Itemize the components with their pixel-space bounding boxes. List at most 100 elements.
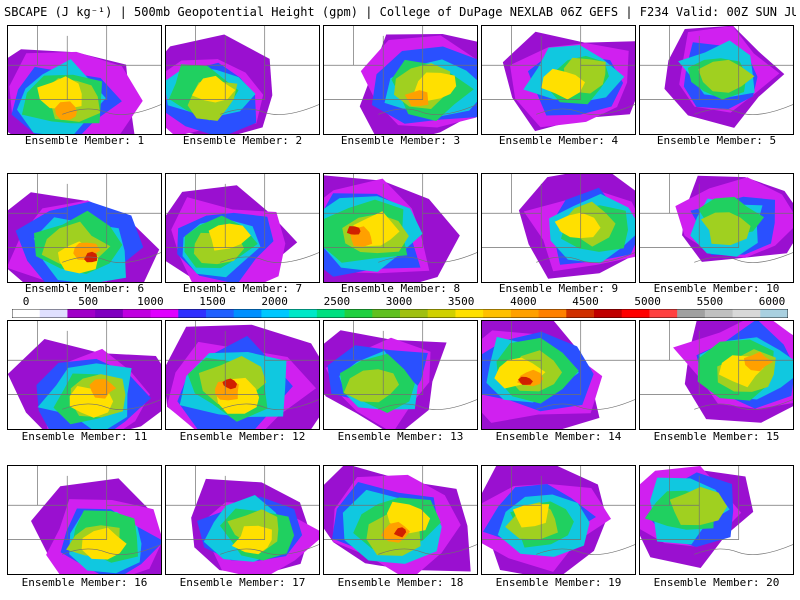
map-boundary-line: [324, 321, 424, 395]
map-boundary-line: [378, 544, 477, 555]
ensemble-member-map: [481, 25, 636, 135]
colorbar-tick-label: 1000: [137, 295, 164, 308]
cape-contour: [669, 486, 728, 526]
colorbar-swatch: [732, 309, 761, 318]
cape-contour: [541, 68, 586, 100]
colorbar-tick-label: 6000: [758, 295, 786, 308]
map-boundary-line: [62, 544, 161, 555]
map-boundary-line: [482, 466, 582, 540]
cape-contour: [518, 376, 533, 385]
map-boundary-line: [640, 330, 793, 395]
colorbar-swatch: [621, 309, 650, 318]
map-boundary-line: [694, 104, 793, 115]
map-boundary-line: [378, 104, 477, 115]
cape-contour: [698, 59, 755, 93]
ensemble-member-map: [639, 320, 794, 430]
ensemble-member-label: Ensemble Member: 11: [21, 430, 148, 443]
colorbar-tick-label: 5000: [634, 295, 661, 308]
ensemble-member-map: [165, 25, 320, 135]
colorbar-swatch: [39, 309, 68, 318]
colorbar-swatch: [261, 309, 290, 318]
colorbar-swatch: [427, 309, 456, 318]
ensemble-member-label: Ensemble Member: 8: [340, 282, 461, 295]
ensemble-member-map: [481, 173, 636, 283]
ensemble-member-label: Ensemble Member: 10: [653, 282, 780, 295]
map-boundary-line: [220, 544, 319, 555]
ensemble-member-label: Ensemble Member: 9: [498, 282, 619, 295]
colorbar-swatch: [289, 309, 318, 318]
sbcape-map: [324, 466, 477, 574]
ensemble-member-label: Ensemble Member: 7: [182, 282, 303, 295]
colorbar-tick-label: 2000: [261, 295, 288, 308]
ensemble-member-map: [481, 465, 636, 575]
map-boundary-line: [62, 104, 161, 115]
colorbar: [12, 309, 788, 318]
sbcape-map: [482, 466, 635, 574]
cape-contour: [700, 212, 751, 246]
sbcape-map: [482, 26, 635, 132]
cape-contour: [554, 212, 601, 239]
ensemble-member-label: Ensemble Member: 1: [24, 134, 145, 147]
map-boundary-line: [378, 399, 477, 410]
colorbar-swatch: [538, 309, 567, 318]
map-boundary-line: [8, 321, 108, 395]
ensemble-member-map: [323, 320, 478, 430]
sbcape-map: [640, 26, 793, 128]
ensemble-member-map: [639, 173, 794, 283]
colorbar-tick-label: 4000: [510, 295, 537, 308]
colorbar-tick-label: 500: [78, 295, 99, 308]
map-boundary-line: [536, 104, 635, 115]
map-boundary-line: [8, 26, 108, 100]
colorbar-swatch: [400, 309, 429, 318]
sbcape-map: [166, 174, 319, 282]
colorbar-tick-label: 5500: [696, 295, 724, 308]
ensemble-member-map: [323, 173, 478, 283]
sbcape-map: [640, 174, 793, 263]
cape-contour: [54, 101, 77, 120]
map-boundary-line: [694, 252, 793, 263]
ensemble-member-map: [639, 25, 794, 135]
colorbar-swatch: [455, 309, 484, 318]
colorbar-swatch: [206, 309, 235, 318]
ensemble-member-map: [165, 465, 320, 575]
sbcape-map: [640, 321, 793, 423]
colorbar-tick-label: 1500: [199, 295, 226, 308]
sbcape-map: [166, 26, 319, 134]
colorbar-swatch: [233, 309, 262, 318]
colorbar-swatch: [67, 309, 96, 318]
ensemble-member-label: Ensemble Member: 3: [340, 134, 461, 147]
map-boundary-line: [482, 174, 582, 248]
map-boundary-line: [166, 466, 266, 540]
cape-contour: [191, 75, 236, 103]
colorbar-swatch: [12, 309, 41, 318]
sbcape-map: [482, 321, 635, 429]
ensemble-member-map: [7, 173, 162, 283]
map-boundary-line: [694, 544, 793, 555]
colorbar-swatch: [510, 309, 540, 318]
cape-contour: [222, 378, 238, 390]
sbcape-map: [8, 466, 161, 574]
cape-contour: [393, 527, 407, 538]
map-boundary-line: [482, 330, 635, 395]
colorbar-tick-label: 2500: [323, 295, 351, 308]
sbcape-map: [640, 466, 793, 569]
ensemble-member-label: Ensemble Member: 17: [179, 576, 306, 589]
colorbar-swatch: [122, 309, 152, 318]
sbcape-map: [324, 26, 477, 134]
ensemble-member-label: Ensemble Member: 4: [498, 134, 619, 147]
ensemble-member-map: [7, 25, 162, 135]
colorbar-swatch: [178, 309, 207, 318]
map-boundary-line: [536, 252, 635, 263]
map-boundary-line: [324, 174, 424, 248]
colorbar-swatch: [760, 309, 788, 318]
ensemble-member-label: Ensemble Member: 14: [495, 430, 622, 443]
map-boundary-line: [640, 321, 740, 395]
map-boundary-line: [8, 174, 108, 248]
ensemble-member-label: Ensemble Member: 19: [495, 576, 622, 589]
ensemble-member-label: Ensemble Member: 15: [653, 430, 780, 443]
map-boundary-line: [324, 466, 424, 540]
ensemble-member-map: [481, 320, 636, 430]
colorbar-tick-label: 3500: [447, 295, 475, 308]
map-boundary-line: [640, 475, 793, 540]
colorbar-swatch: [677, 309, 706, 318]
